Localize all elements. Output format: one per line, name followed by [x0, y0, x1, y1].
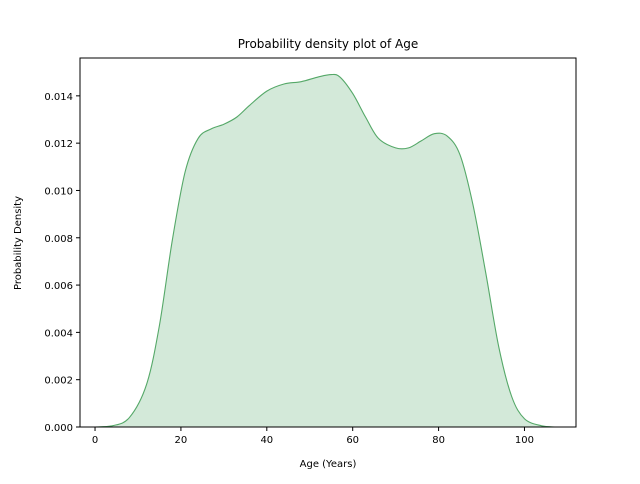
y-tick-label: 0.010 — [44, 186, 73, 197]
x-tick-label: 80 — [432, 435, 445, 446]
y-tick-label: 0.002 — [44, 376, 73, 387]
y-tick-label: 0.008 — [44, 234, 73, 245]
x-tick-label: 20 — [175, 435, 188, 446]
plot-area — [94, 73, 555, 428]
y-tick-label: 0.006 — [44, 281, 73, 292]
x-tick-label: 60 — [346, 435, 359, 446]
x-axis-title: Age (Years) — [300, 459, 357, 470]
y-tick-label: 0.000 — [44, 423, 73, 434]
x-tick-label: 0 — [92, 435, 98, 446]
x-axis-ticks: 0 20 40 60 80 100 — [92, 427, 534, 446]
y-tick-label: 0.012 — [44, 139, 73, 150]
x-tick-label: 100 — [515, 435, 534, 446]
density-area-fill — [95, 74, 555, 427]
y-tick-label: 0.014 — [44, 92, 73, 103]
y-axis-ticks: 0.000 0.002 0.004 0.006 0.008 0.010 0.012 0.014 — [44, 92, 80, 434]
y-tick-label: 0.004 — [44, 328, 73, 339]
plot-frame — [79, 57, 577, 428]
x-tick-label: 40 — [260, 435, 273, 446]
chart-title: Probability density plot of Age — [238, 37, 418, 51]
y-axis-title: Probability Density — [13, 196, 24, 290]
density-curve — [94, 73, 555, 428]
